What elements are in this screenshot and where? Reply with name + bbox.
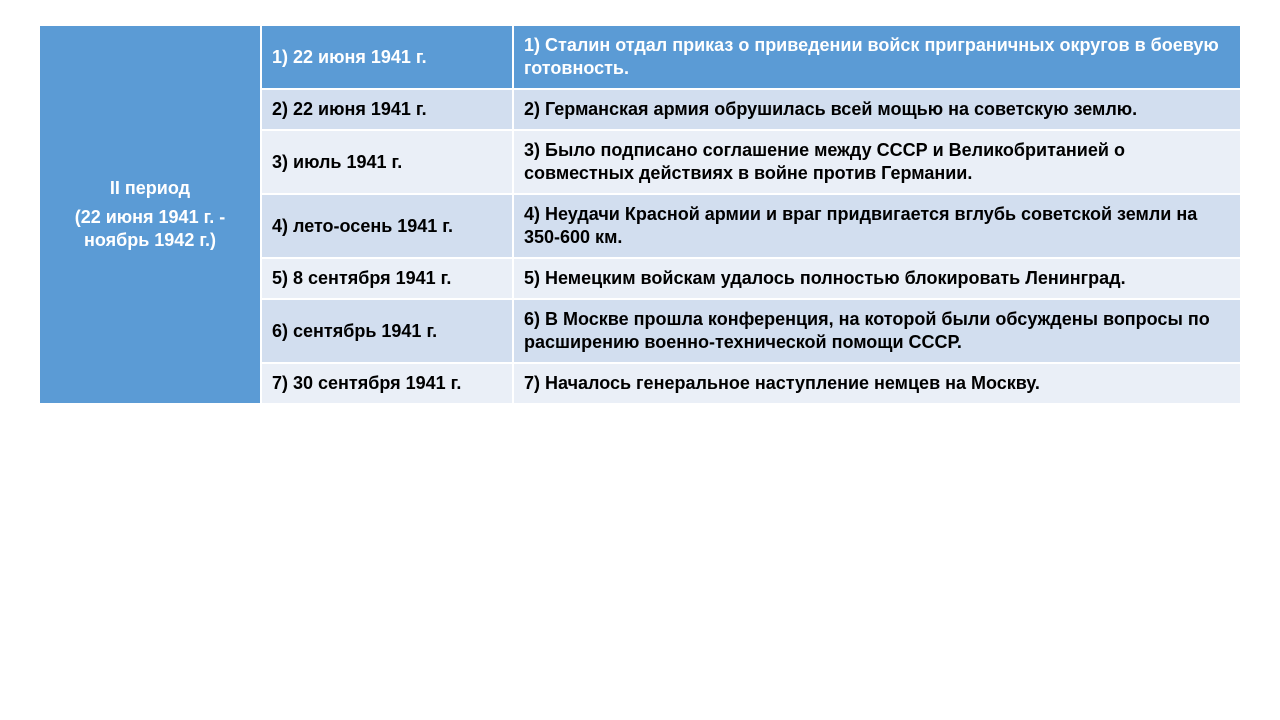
- event-cell: 6) В Москве прошла конференция, на котор…: [513, 299, 1241, 363]
- event-cell: 2) Германская армия обрушилась всей мощь…: [513, 89, 1241, 130]
- period-range: (22 июня 1941 г. - ноябрь 1942 г.): [50, 206, 250, 252]
- event-cell: 4) Неудачи Красной армии и враг придвига…: [513, 194, 1241, 258]
- period-title: II период: [50, 177, 250, 200]
- date-cell: 3) июль 1941 г.: [261, 130, 513, 194]
- date-cell: 7) 30 сентября 1941 г.: [261, 363, 513, 404]
- date-cell: 2) 22 июня 1941 г.: [261, 89, 513, 130]
- period-cell: II период (22 июня 1941 г. - ноябрь 1942…: [39, 25, 261, 404]
- date-cell: 4) лето-осень 1941 г.: [261, 194, 513, 258]
- table-row: II период (22 июня 1941 г. - ноябрь 1942…: [39, 25, 1241, 89]
- history-table: II период (22 июня 1941 г. - ноябрь 1942…: [38, 24, 1242, 405]
- event-cell: 3) Было подписано соглашение между СССР …: [513, 130, 1241, 194]
- date-cell: 1) 22 июня 1941 г.: [261, 25, 513, 89]
- slide-container: II период (22 июня 1941 г. - ноябрь 1942…: [0, 0, 1280, 720]
- event-cell: 1) Сталин отдал приказ о приведении войс…: [513, 25, 1241, 89]
- date-cell: 6) сентябрь 1941 г.: [261, 299, 513, 363]
- date-cell: 5) 8 сентября 1941 г.: [261, 258, 513, 299]
- event-cell: 7) Началось генеральное наступление немц…: [513, 363, 1241, 404]
- event-cell: 5) Немецким войскам удалось полностью бл…: [513, 258, 1241, 299]
